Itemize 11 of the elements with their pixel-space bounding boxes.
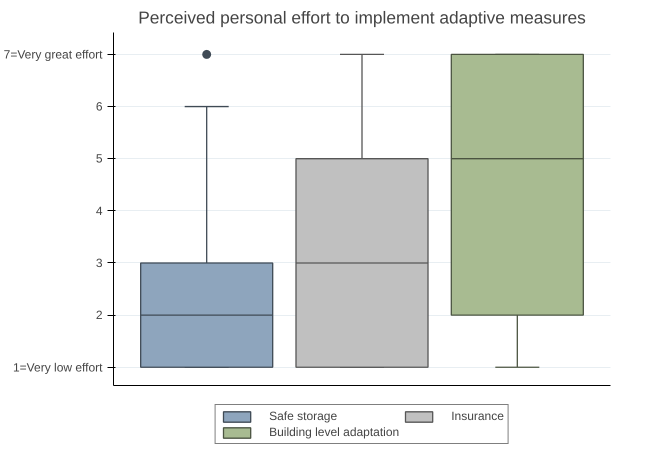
y-tick-label: 6 [96,100,103,114]
y-tick-label: 4 [96,204,103,218]
y-tick-label: 5 [96,152,103,166]
legend-label: Safe storage [269,409,338,423]
y-tick-label: 1=Very low effort [13,360,104,374]
y-tick-label: 2 [96,308,103,322]
legend-label: Building level adaptation [269,425,400,439]
chart-title: Perceived personal effort to implement adaptive measures [138,8,586,28]
y-tick-label: 3 [96,256,103,270]
legend-label: Insurance [451,409,504,423]
y-tick-label: 7=Very great effort [4,47,104,62]
